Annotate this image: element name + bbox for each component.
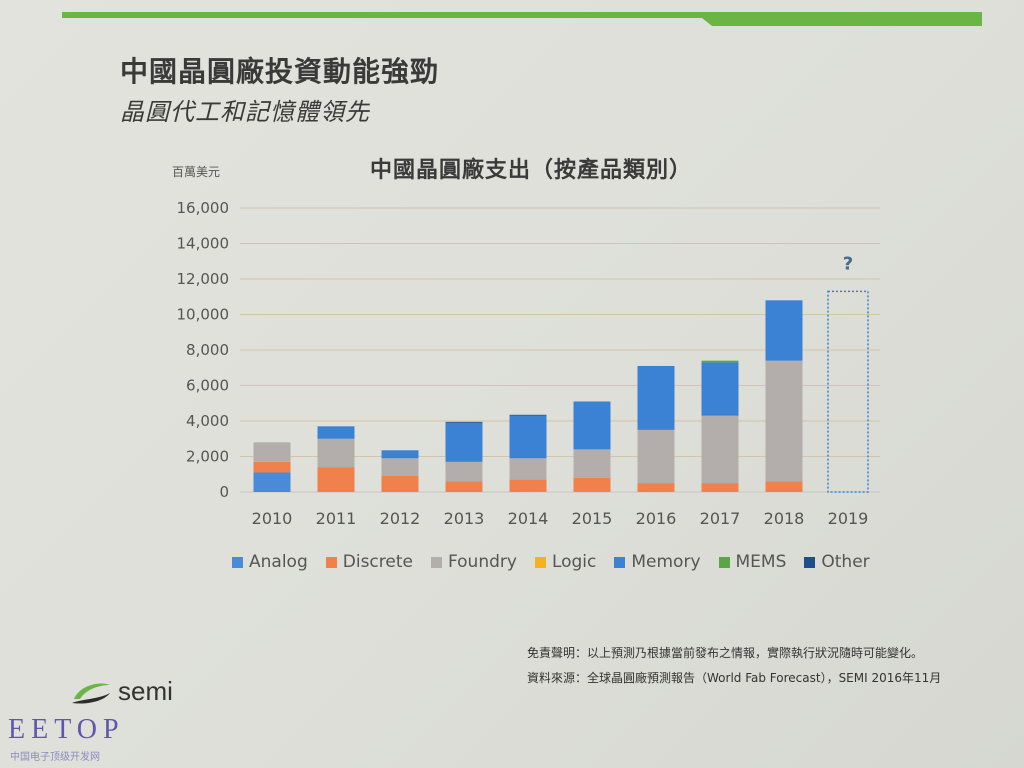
x-tick-label: 2016 (636, 509, 677, 528)
legend-swatch-mems (718, 556, 730, 568)
disclaimer-footnote: 免責聲明：以上預測乃根據當前發布之情報，實際執行狀況隨時可能變化。 (527, 646, 924, 660)
semi-logo-text: semi (118, 676, 173, 706)
legend-item-memory: Memory (614, 552, 701, 572)
legend-label-other: Other (821, 552, 870, 572)
legend-swatch-memory (614, 556, 626, 568)
bar-foundry-2013 (445, 461, 483, 482)
x-tick-label: 2017 (700, 509, 741, 528)
bar-foundry-2010 (253, 442, 291, 462)
y-tick-label: 6,000 (186, 377, 229, 395)
bar-discrete-2011 (317, 467, 355, 492)
bar-foundry-2015 (573, 449, 611, 478)
legend-item-discrete: Discrete (325, 552, 413, 572)
legend-swatch-other (804, 556, 816, 568)
legend-swatch-foundry (430, 556, 442, 568)
y-tick-label: 14,000 (177, 235, 230, 253)
y-tick-label: 2,000 (186, 448, 229, 466)
y-tick-label: 0 (219, 483, 229, 501)
semi-swoosh-icon (72, 683, 110, 704)
bar-memory-2012 (381, 450, 419, 459)
slide-title: 中國晶圓廠投資動能強勁 (120, 55, 440, 88)
bar-mems-2017 (701, 360, 739, 363)
x-tick-label: 2014 (508, 509, 549, 528)
legend-swatch-logic (534, 556, 546, 568)
legend-item-mems: MEMS (718, 552, 787, 572)
x-tick-label: 2018 (764, 509, 805, 528)
x-tick-label: 2011 (316, 509, 357, 528)
y-axis-unit-label: 百萬美元 (172, 165, 221, 179)
legend-swatch-discrete (325, 556, 337, 568)
y-tick-label: 10,000 (177, 306, 230, 324)
y-tick-label: 16,000 (177, 199, 230, 217)
bar-discrete-2018 (765, 481, 803, 492)
bar-memory-2015 (573, 401, 611, 450)
legend-swatch-analog (232, 556, 243, 568)
forecast-bar-2019 (827, 290, 869, 493)
bar-foundry-2016 (637, 429, 675, 484)
x-tick-label: 2010 (252, 509, 293, 528)
legend-label-discrete: Discrete (342, 552, 413, 572)
x-tick-label: 2019 (828, 509, 869, 528)
source-footnote: 資料來源：全球晶圓廠預測報告（World Fab Forecast），SEMI … (527, 671, 942, 685)
bar-discrete-2010 (253, 461, 291, 473)
legend-item-analog: Analog (232, 552, 308, 572)
x-tick-label: 2015 (572, 509, 613, 528)
bar-foundry-2018 (765, 360, 803, 482)
slide-subtitle: 晶圓代工和記憶體領先 (120, 98, 370, 126)
bar-other-2014 (509, 414, 547, 416)
bar-discrete-2014 (509, 479, 547, 492)
legend-label-mems: MEMS (735, 552, 787, 572)
bar-foundry-2014 (509, 458, 547, 480)
legend-item-foundry: Foundry (430, 552, 517, 572)
eetop-watermark: EETOP (8, 714, 125, 745)
chart-title: 中國晶圓廠支出（按產品類別） (370, 158, 693, 183)
bar-discrete-2013 (445, 481, 483, 492)
bar-foundry-2012 (381, 458, 419, 477)
bar-memory-2013 (445, 422, 483, 462)
chart-legend: Analog Discrete Foundry Logic Memory MEM… (232, 552, 870, 572)
legend-label-logic: Logic (551, 552, 597, 572)
bar-discrete-2012 (381, 476, 419, 492)
bar-analog-2010 (253, 472, 291, 492)
eetop-watermark-subtitle: 中国电子顶级开发网 (10, 752, 100, 763)
y-tick-label: 8,000 (186, 341, 229, 359)
x-tick-label: 2013 (444, 509, 485, 528)
bar-memory-2016 (637, 365, 675, 430)
legend-label-memory: Memory (631, 552, 701, 572)
bar-foundry-2011 (317, 438, 355, 468)
legend-item-logic: Logic (534, 552, 597, 572)
top-accent-bar (62, 12, 982, 26)
y-tick-label: 4,000 (186, 412, 229, 430)
bar-memory-2014 (509, 415, 547, 459)
bar-other-2013 (445, 421, 483, 423)
bar-memory-2011 (317, 426, 355, 439)
bar-memory-2018 (765, 300, 803, 361)
legend-label-foundry: Foundry (447, 552, 517, 572)
legend-item-other: Other (804, 552, 870, 572)
bar-memory-2017 (701, 362, 739, 416)
bar-discrete-2016 (637, 483, 675, 492)
semi-logo: semi (70, 676, 173, 707)
bar-foundry-2017 (701, 415, 739, 484)
bar-discrete-2015 (573, 477, 611, 492)
y-tick-label: 12,000 (177, 270, 230, 288)
bar-discrete-2017 (701, 483, 739, 492)
forecast-question-mark: ? (843, 253, 853, 274)
x-tick-label: 2012 (380, 509, 421, 528)
legend-label-analog: Analog (249, 552, 308, 572)
